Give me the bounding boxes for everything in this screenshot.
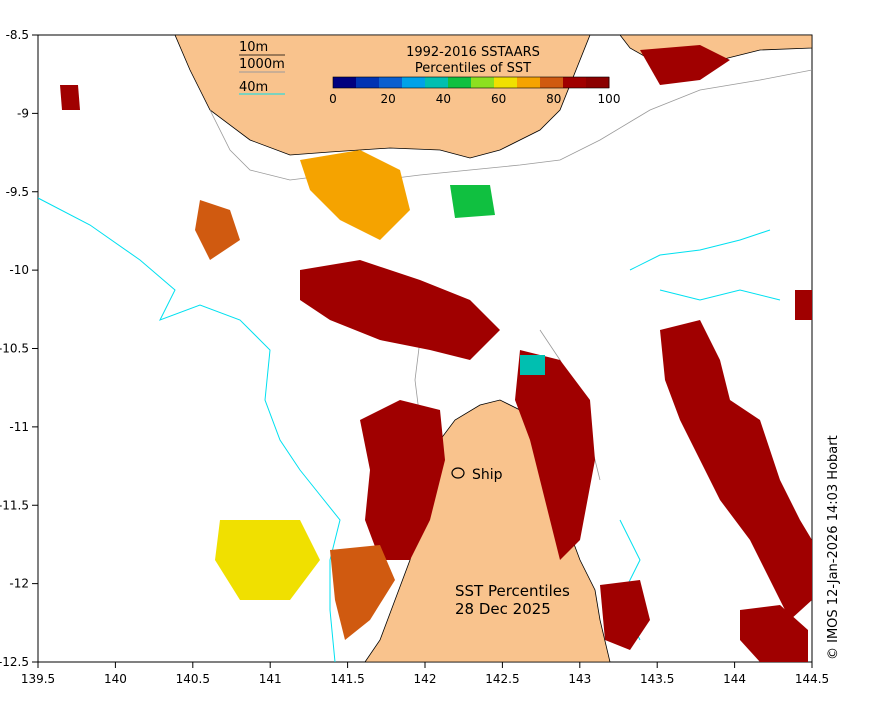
legend-frame	[332, 76, 610, 89]
y-tick-label: -10.5	[0, 342, 29, 356]
y-tick-label: -11	[9, 420, 29, 434]
legend-tick-label: 0	[329, 92, 337, 106]
legend-tick-label: 20	[381, 92, 396, 106]
patch-warm-ne	[640, 45, 730, 85]
x-tick-label: 141	[259, 672, 282, 686]
ship-label: Ship	[472, 467, 503, 483]
x-tick-label: 140	[104, 672, 127, 686]
patch-warm-se-corner	[740, 605, 808, 662]
legend-title-2: Percentiles of SST	[415, 61, 531, 76]
y-tick-label: -11.5	[0, 498, 29, 512]
patch-orange-west	[195, 200, 240, 260]
x-tick-label: 141.5	[330, 672, 364, 686]
legend-swatch	[563, 77, 587, 88]
legend-swatch	[471, 77, 495, 88]
legend-tick-label: 80	[546, 92, 561, 106]
y-tick-label: -9	[17, 106, 29, 120]
patch-warm-southeast	[600, 580, 650, 650]
x-axis: 139.5 140 140.5 141 141.5 142 142.5 143 143.5 144…	[21, 662, 829, 686]
legend-tick-label: 100	[598, 92, 621, 106]
patch-green-mid	[520, 355, 545, 375]
legend-swatch	[425, 77, 449, 88]
y-tick-label: -8.5	[6, 28, 29, 42]
patch-warm-east-edge	[795, 290, 812, 320]
x-tick-label: 144.5	[795, 672, 829, 686]
y-tick-label: -12	[9, 577, 29, 591]
patch-orange-south	[330, 545, 395, 640]
legend-tick-label: 40	[436, 92, 451, 106]
legend-colorbar	[332, 76, 610, 89]
contour-40m	[619, 229, 801, 641]
depth-key-10m: 10m	[239, 40, 268, 55]
x-tick-label: 142	[414, 672, 437, 686]
ship-marker	[451, 467, 465, 479]
legend-tick-label: 60	[491, 92, 506, 106]
x-tick-label: 144	[723, 672, 746, 686]
depth-key-1000m: 1000m	[239, 57, 285, 72]
legend-ticks: 0 20 40 60 80 100	[329, 92, 620, 106]
patch-warm-far-east	[660, 320, 812, 620]
depth-key: 10m 1000m 40m	[239, 40, 285, 95]
legend-swatch	[586, 77, 610, 88]
patch-warm-nw	[60, 85, 80, 110]
patch-warm-central	[360, 400, 445, 560]
map-title-line2: 28 Dec 2025	[455, 600, 551, 618]
x-tick-label: 143	[568, 672, 591, 686]
contour-1000m	[38, 197, 341, 662]
credit-text: © IMOS 12-Jan-2026 14:03 Hobart	[826, 435, 841, 660]
x-tick-label: 142.5	[485, 672, 519, 686]
legend-swatch	[517, 77, 541, 88]
legend-swatch	[448, 77, 472, 88]
depth-key-40m: 40m	[239, 80, 268, 95]
y-axis: -8.5 -9 -9.5 -10 -10.5 -11 -11.5 -12 -12.5	[0, 28, 38, 669]
x-tick-label: 139.5	[21, 672, 55, 686]
legend-swatch	[494, 77, 518, 88]
legend-swatch	[402, 77, 426, 88]
map-title-line1: SST Percentiles	[455, 582, 570, 600]
percentile-legend: 1992-2016 SSTAARS Percentiles of SST 0 20…	[329, 45, 620, 106]
sst-patches	[60, 45, 812, 662]
new-guinea-land	[174, 35, 591, 159]
legend-swatch	[356, 77, 380, 88]
patch-orange-north	[300, 150, 410, 240]
y-tick-label: -9.5	[6, 185, 29, 199]
patch-yellow-south	[215, 520, 320, 600]
y-tick-label: -10	[9, 263, 29, 277]
patch-warm-mid	[300, 260, 500, 360]
legend-swatch	[379, 77, 403, 88]
legend-title-1: 1992-2016 SSTAARS	[406, 45, 540, 60]
patch-green-north	[450, 185, 495, 218]
y-tick-label: -12.5	[0, 655, 29, 669]
x-tick-label: 140.5	[176, 672, 210, 686]
legend-swatch	[333, 77, 357, 88]
x-tick-label: 143.5	[640, 672, 674, 686]
patch-warm-east	[515, 350, 595, 560]
legend-swatch	[540, 77, 564, 88]
